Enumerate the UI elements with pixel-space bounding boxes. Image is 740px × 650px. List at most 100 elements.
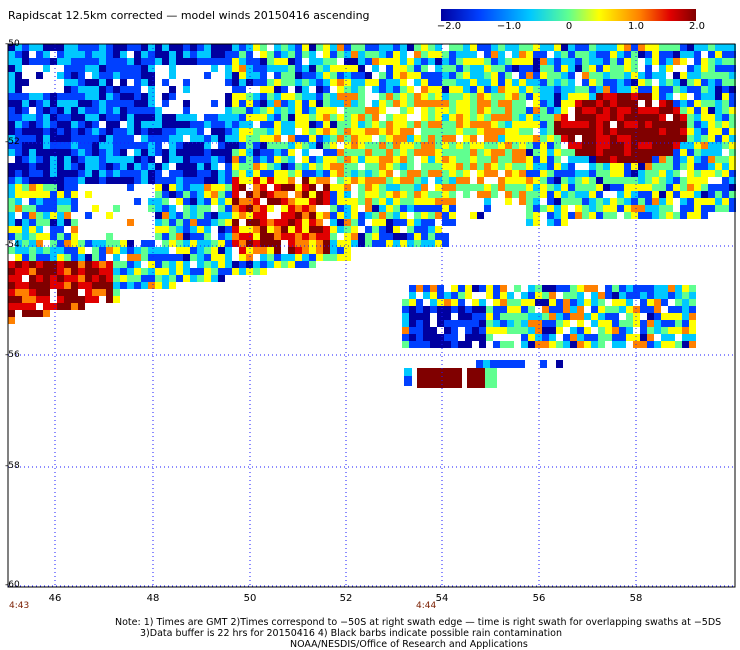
wind-cell [22,107,29,114]
wind-cell [386,240,393,247]
wind-cell [484,198,491,205]
wind-cell [281,205,288,212]
wind-cell [687,44,694,51]
wind-cell [437,285,444,292]
wind-cell [570,313,577,320]
wind-cell [605,334,612,341]
wind-cell [442,58,449,65]
wind-cell [379,149,386,156]
wind-cell [253,198,260,205]
wind-cell [715,100,722,107]
wind-cell [435,44,442,51]
wind-cell [155,114,162,121]
wind-cell [43,128,50,135]
wind-cell [519,198,526,205]
wind-cell [512,107,519,114]
wind-cell [127,142,134,149]
wind-cell [232,128,239,135]
wind-cell [589,212,596,219]
wind-cell [645,184,652,191]
wind-cell [211,128,218,135]
wind-cell [232,65,239,72]
wind-cell [444,341,451,348]
wind-cell [337,86,344,93]
wind-cell [428,58,435,65]
wind-cell [500,299,507,306]
wind-cell [99,107,106,114]
wind-cell [274,191,281,198]
wind-cell [211,184,218,191]
wind-cell [561,114,568,121]
wind-cell [246,254,253,261]
wind-cell [400,121,407,128]
wind-cell [225,198,232,205]
wind-cell [638,205,645,212]
wind-cell [498,121,505,128]
wind-cell [603,93,610,100]
wind-cell [407,156,414,163]
wind-cell [479,299,486,306]
wind-cell [323,44,330,51]
wind-cell [309,65,316,72]
wind-cell [638,198,645,205]
wind-cell [148,65,155,72]
wind-cell [141,247,148,254]
wind-cell [260,72,267,79]
wind-cell [610,149,617,156]
wind-cell [330,44,337,51]
wind-cell [554,93,561,100]
wind-cell [561,170,568,177]
wind-cell [722,177,729,184]
wind-cell [435,128,442,135]
wind-cell [316,86,323,93]
wind-cell [444,306,451,313]
wind-cell [57,177,64,184]
wind-cell [673,163,680,170]
wind-cell [556,327,563,334]
wind-cell [148,261,155,268]
wind-cell [351,79,358,86]
wind-cell [344,135,351,142]
wind-cell [288,247,295,254]
wind-cell [645,58,652,65]
wind-cell [232,79,239,86]
wind-cell [526,114,533,121]
wind-cell [365,177,372,184]
wind-cell [78,79,85,86]
wind-cell [477,142,484,149]
wind-cell [519,114,526,121]
wind-cell [631,51,638,58]
wind-cell [78,156,85,163]
wind-cell [507,313,514,320]
wind-cell [43,100,50,107]
wind-cell [715,149,722,156]
wind-cell [71,275,78,282]
wind-cell [260,149,267,156]
wind-cell [645,51,652,58]
wind-cell [274,72,281,79]
wind-cell [281,219,288,226]
wind-cell [554,142,561,149]
wind-cell [708,170,715,177]
wind-cell [169,177,176,184]
wind-cell [330,128,337,135]
wind-cell [92,247,99,254]
wind-cell [701,177,708,184]
wind-cell [680,212,687,219]
lon-label-52: 52 [339,593,353,604]
wind-cell [617,121,624,128]
wind-cell [549,313,556,320]
wind-cell [15,72,22,79]
wind-cell [428,44,435,51]
wind-cell [631,65,638,72]
wind-cell [351,65,358,72]
wind-cell [323,51,330,58]
wind-cell [673,128,680,135]
wind-cell [603,86,610,93]
wind-cell [344,163,351,170]
wind-cell [542,320,549,327]
wind-cell [344,128,351,135]
wind-cell [29,170,36,177]
lat-label-60: -60 [5,580,20,590]
wind-cell [554,170,561,177]
